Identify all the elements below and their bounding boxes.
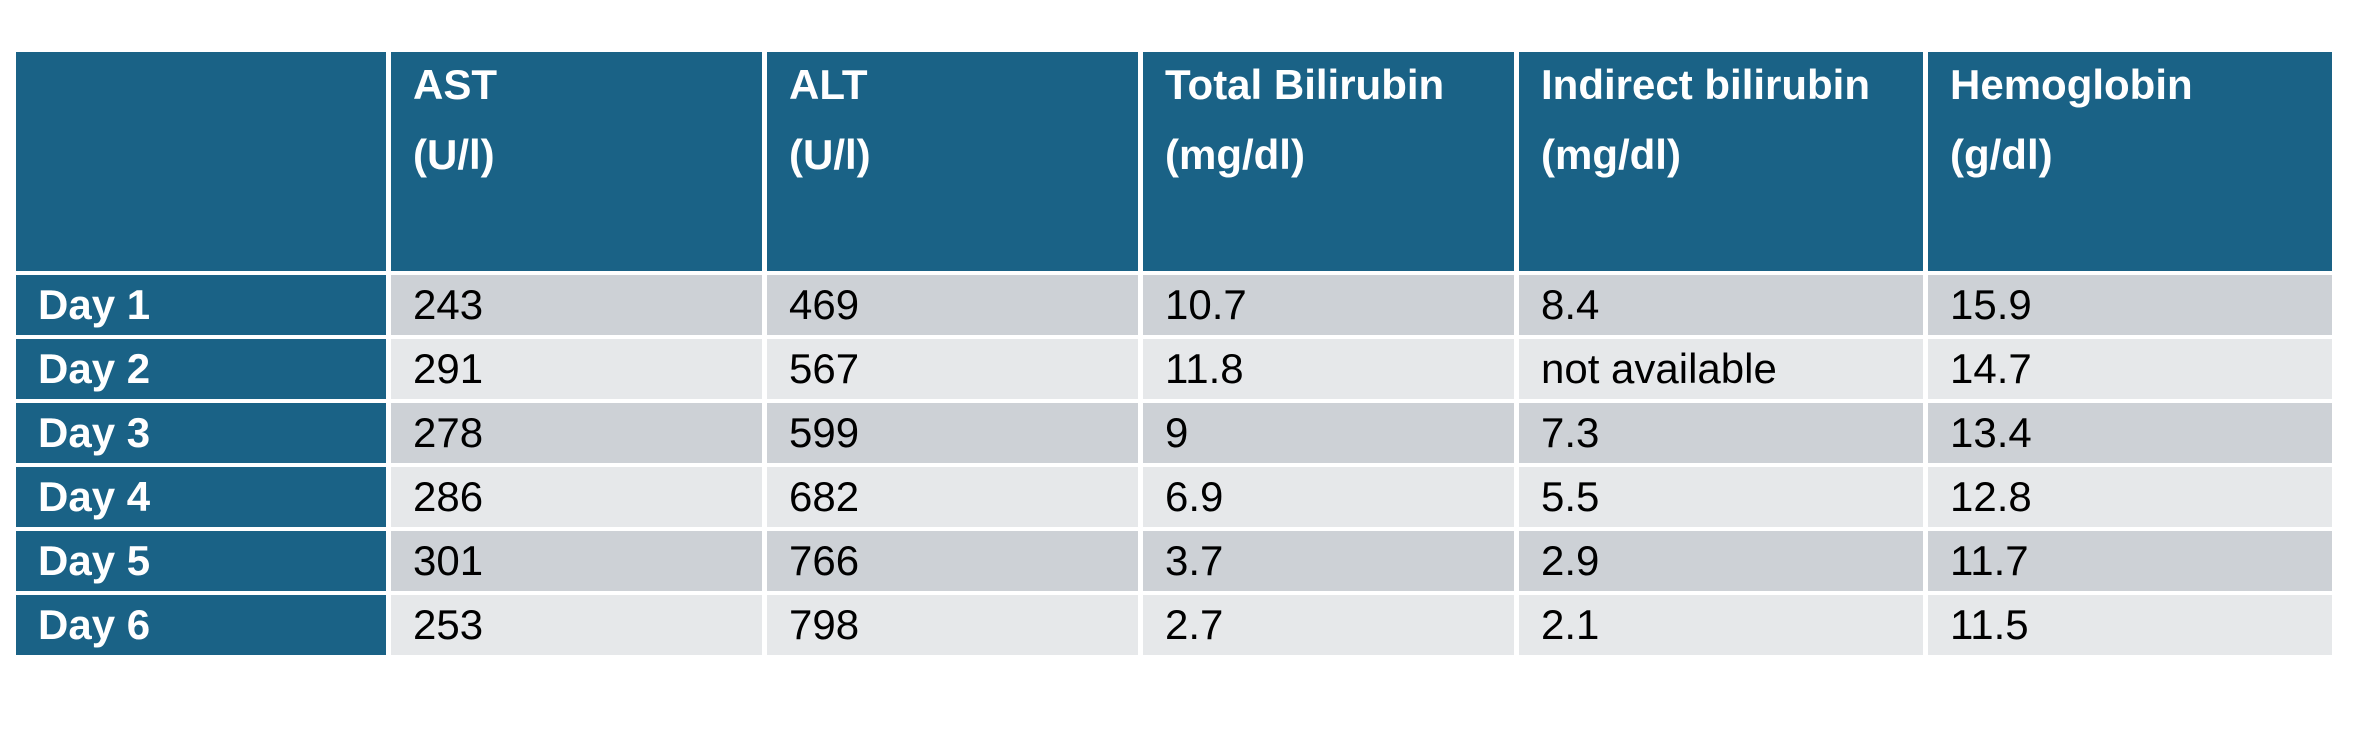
table-cell: 682 [767,467,1138,527]
table-cell: 8.4 [1519,275,1923,335]
table-row: Day 4 286 682 6.9 5.5 12.8 [16,467,2332,527]
table-cell: 253 [391,595,762,655]
header-row: AST (U/l) ALT (U/l) Total Bilirubin (mg/… [16,52,2332,271]
table-cell: 11.7 [1928,531,2332,591]
table-cell: 7.3 [1519,403,1923,463]
table-row: Day 2 291 567 11.8 not available 14.7 [16,339,2332,399]
column-header-name: Indirect bilirubin [1541,61,1871,108]
table-row: Day 1 243 469 10.7 8.4 15.9 [16,275,2332,335]
table-cell: 3.7 [1143,531,1514,591]
table-cell: 567 [767,339,1138,399]
column-header-indirect-bilirubin: Indirect bilirubin (mg/dl) [1519,52,1923,271]
table-cell: 599 [767,403,1138,463]
row-label: Day 2 [16,339,386,399]
table-cell: 5.5 [1519,467,1923,527]
table-cell: 11.8 [1143,339,1514,399]
table-cell: 766 [767,531,1138,591]
column-header-ast: AST (U/l) [391,52,762,271]
column-header-total-bilirubin: Total Bilirubin (mg/dl) [1143,52,1514,271]
table-cell: 798 [767,595,1138,655]
table-cell: 243 [391,275,762,335]
table-cell: 2.1 [1519,595,1923,655]
table-cell: 2.7 [1143,595,1514,655]
table-cell: 6.9 [1143,467,1514,527]
column-header-unit: (U/l) [789,131,871,178]
column-header-name: AST [413,61,497,108]
row-label: Day 1 [16,275,386,335]
row-label: Day 4 [16,467,386,527]
column-header-unit: (mg/dl) [1165,131,1305,178]
column-header-alt: ALT (U/l) [767,52,1138,271]
row-label: Day 5 [16,531,386,591]
table-cell: 291 [391,339,762,399]
table-cell: 469 [767,275,1138,335]
column-header-unit: (mg/dl) [1541,131,1681,178]
column-header-unit: (U/l) [413,131,495,178]
column-header-unit: (g/dl) [1950,131,2053,178]
table-row: Day 5 301 766 3.7 2.9 11.7 [16,531,2332,591]
table-cell: 11.5 [1928,595,2332,655]
table-cell: 286 [391,467,762,527]
corner-cell [16,52,386,271]
column-header-name: Total Bilirubin [1165,61,1445,108]
table-cell: 2.9 [1519,531,1923,591]
table-cell: 278 [391,403,762,463]
column-header-hemoglobin: Hemoglobin (g/dl) [1928,52,2332,271]
table-cell: 15.9 [1928,275,2332,335]
lab-values-table: AST (U/l) ALT (U/l) Total Bilirubin (mg/… [11,48,2337,659]
column-header-name: ALT [789,61,868,108]
table-row: Day 6 253 798 2.7 2.1 11.5 [16,595,2332,655]
table-cell: 13.4 [1928,403,2332,463]
row-label: Day 6 [16,595,386,655]
column-header-name: Hemoglobin [1950,61,2193,108]
table-cell: 12.8 [1928,467,2332,527]
row-label: Day 3 [16,403,386,463]
table-row: Day 3 278 599 9 7.3 13.4 [16,403,2332,463]
table-cell: 301 [391,531,762,591]
table-cell: 9 [1143,403,1514,463]
table-cell: not available [1519,339,1923,399]
table-cell: 10.7 [1143,275,1514,335]
table-cell: 14.7 [1928,339,2332,399]
